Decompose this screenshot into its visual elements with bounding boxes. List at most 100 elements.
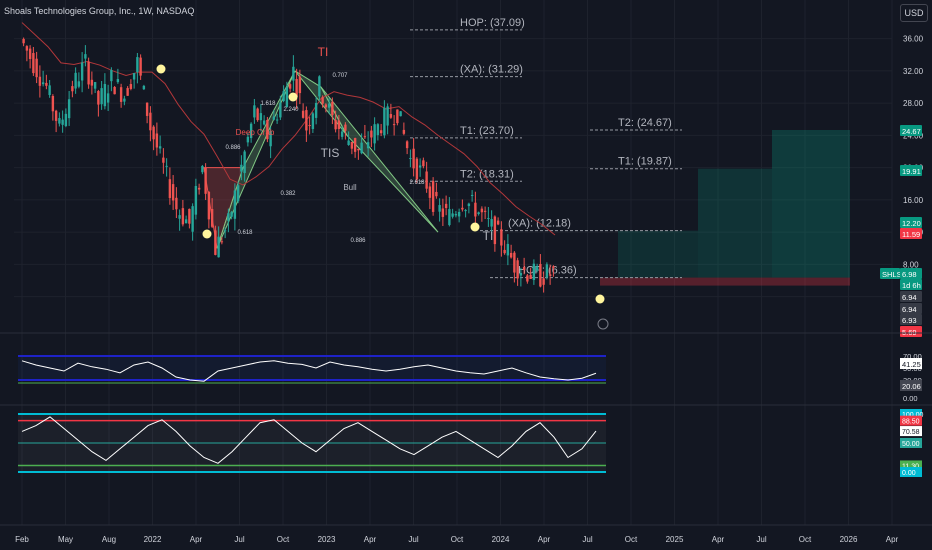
candle-body [90,79,94,86]
price-label-bg [900,314,922,325]
level-label: T2: (18.31) [460,168,514,180]
level-label: T2: (24.67) [618,117,672,129]
candle-body [314,102,318,118]
candle-body [519,272,523,276]
candle-body [35,58,38,78]
candle-body [181,208,185,225]
ratio-label: 2.240 [283,107,299,113]
candle-body [41,82,45,85]
candle-body [493,216,497,245]
candle-body [201,165,204,173]
candle-body [506,243,510,256]
candle-body [503,249,506,254]
osc2-tick-bg [900,460,922,471]
target-box [772,129,850,278]
ratio-label: 1.618 [260,101,276,107]
osc2-tick-bg [900,426,922,437]
target-box [618,230,698,278]
candle-body [337,120,341,129]
candle-body [370,130,373,138]
candle-body [207,191,211,220]
osc2-tick: 100.00 [902,412,924,419]
osc1-value-bg [900,380,922,391]
time-tick: Jul [408,535,418,544]
candle-body [285,87,289,108]
time-tick: Feb [15,535,29,544]
candle-body [340,131,344,137]
candle-body [327,103,331,108]
candle-body [470,194,474,196]
candle-body [28,48,32,59]
pattern-label: Deep Crab [236,128,275,137]
candle-body [220,241,224,243]
candle-body [438,205,441,212]
pattern-label: TI [318,45,329,59]
candle-body [272,116,276,120]
candle-body [240,164,243,172]
currency-button[interactable]: USD [900,4,928,22]
candle-body [490,219,493,227]
osc1-value: 41.25 [902,360,921,369]
candle-body [119,87,123,102]
price-label-bg [900,326,922,337]
candle-body [435,191,438,197]
candle-body [467,203,471,207]
candle-body [48,85,51,96]
candle-body [526,275,529,282]
chart-title: Shoals Technologies Group, Inc., 1W, NAS… [4,6,195,16]
candle-body [396,109,399,124]
price-label-bg [900,268,922,279]
time-tick: 2024 [492,535,510,544]
candle-body [405,141,409,149]
candle-body [311,113,315,130]
candle-body [152,126,155,140]
candle-body [373,124,376,144]
time-tick: Aug [102,535,116,544]
candle-body [110,70,113,82]
osc1-value: 20.06 [902,382,921,391]
candle-body [184,219,188,224]
time-tick: Oct [451,535,464,544]
candle-body [522,267,526,271]
candle-body [171,184,175,201]
candle-body [256,108,259,121]
candle-body [464,210,467,212]
price-label: 6.94 [902,293,917,302]
candle-body [487,217,490,219]
candle-body [301,110,305,118]
candle-body [230,212,233,217]
candle-body [509,252,513,258]
candle-body [412,148,415,169]
price-tick: 32.00 [903,67,924,76]
candle-body [123,98,126,102]
price-label-bg [900,165,922,176]
candle-body [67,99,71,119]
price-tick: 8.00 [903,260,919,269]
candle-body [288,84,292,89]
candle-body [175,197,178,210]
osc2-line [21,416,597,464]
candle-body [295,78,298,98]
candle-body [249,123,253,139]
candle-body [529,274,532,279]
candle-body [334,120,337,130]
candle-body [61,119,64,125]
candle-body [428,186,432,198]
candle-body [162,157,165,163]
price-label-bg [900,291,922,302]
time-tick: Jul [756,535,766,544]
candle-body [45,82,48,86]
candle-body [457,211,461,217]
candle-body [149,112,152,131]
level-label: HOP: (37.09) [460,17,525,29]
candle-body [74,72,77,89]
candle-body [188,208,191,224]
level-label: T1: (19.87) [618,156,672,168]
osc2-tick-bg [900,415,922,426]
candle-body [444,203,448,209]
price-label: 6.93 [902,316,917,325]
candle-body [155,133,159,148]
time-tick: 2025 [666,535,684,544]
time-tick: May [58,535,73,544]
